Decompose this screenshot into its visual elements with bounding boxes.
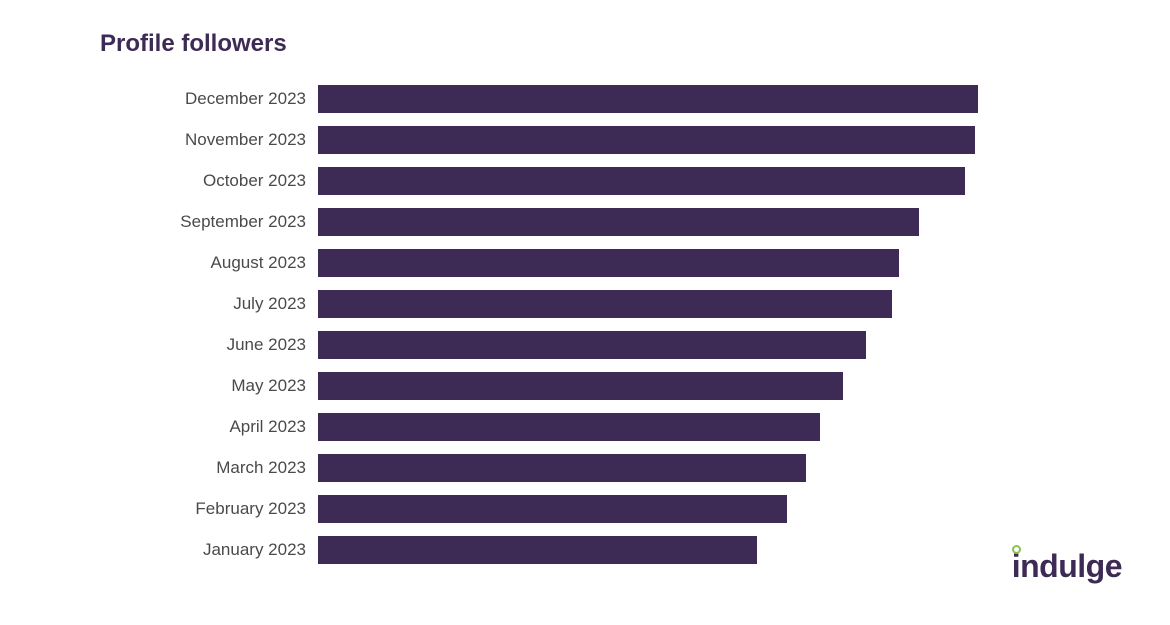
logo-dot-icon xyxy=(1012,545,1021,554)
bar-track xyxy=(318,167,978,195)
bar-track xyxy=(318,85,978,113)
bar xyxy=(318,249,899,277)
bar-track xyxy=(318,536,978,564)
chart-row: January 2023 xyxy=(100,531,1070,569)
bar-track xyxy=(318,249,978,277)
bar-label: May 2023 xyxy=(100,376,318,396)
bar xyxy=(318,372,843,400)
bar-label: February 2023 xyxy=(100,499,318,519)
bar-label: December 2023 xyxy=(100,89,318,109)
bar-label: August 2023 xyxy=(100,253,318,273)
bar-track xyxy=(318,372,978,400)
bar-label: March 2023 xyxy=(100,458,318,478)
bar xyxy=(318,290,892,318)
chart-row: December 2023 xyxy=(100,80,1070,118)
logo-word: indulge xyxy=(1012,548,1122,584)
bar-track xyxy=(318,290,978,318)
bar-label: September 2023 xyxy=(100,212,318,232)
bar-track xyxy=(318,495,978,523)
bar xyxy=(318,208,919,236)
chart-row: September 2023 xyxy=(100,203,1070,241)
chart-row: July 2023 xyxy=(100,285,1070,323)
bar-track xyxy=(318,331,978,359)
bar-label: November 2023 xyxy=(100,130,318,150)
bar xyxy=(318,536,757,564)
chart-row: August 2023 xyxy=(100,244,1070,282)
bar-track xyxy=(318,126,978,154)
chart-row: October 2023 xyxy=(100,162,1070,200)
bar xyxy=(318,85,978,113)
chart-row: February 2023 xyxy=(100,490,1070,528)
chart-row: March 2023 xyxy=(100,449,1070,487)
logo-text: indulge xyxy=(1012,548,1122,585)
chart-row: April 2023 xyxy=(100,408,1070,446)
bar-track xyxy=(318,413,978,441)
bar-track xyxy=(318,208,978,236)
chart-container: Profile followers December 2023 November … xyxy=(0,0,1170,602)
bar xyxy=(318,126,975,154)
bar xyxy=(318,454,806,482)
bar-chart: December 2023 November 2023 October 2023 Se… xyxy=(100,80,1070,572)
chart-row: November 2023 xyxy=(100,121,1070,159)
bar xyxy=(318,331,866,359)
bar xyxy=(318,167,965,195)
chart-title: Profile followers xyxy=(100,30,1070,58)
chart-row: May 2023 xyxy=(100,367,1070,405)
bar-label: October 2023 xyxy=(100,171,318,191)
bar-label: January 2023 xyxy=(100,540,318,560)
brand-logo: indulge xyxy=(1012,548,1122,585)
bar-label: April 2023 xyxy=(100,417,318,437)
bar xyxy=(318,495,787,523)
bar-track xyxy=(318,454,978,482)
bar xyxy=(318,413,820,441)
bar-label: July 2023 xyxy=(100,294,318,314)
bar-label: June 2023 xyxy=(100,335,318,355)
chart-row: June 2023 xyxy=(100,326,1070,364)
